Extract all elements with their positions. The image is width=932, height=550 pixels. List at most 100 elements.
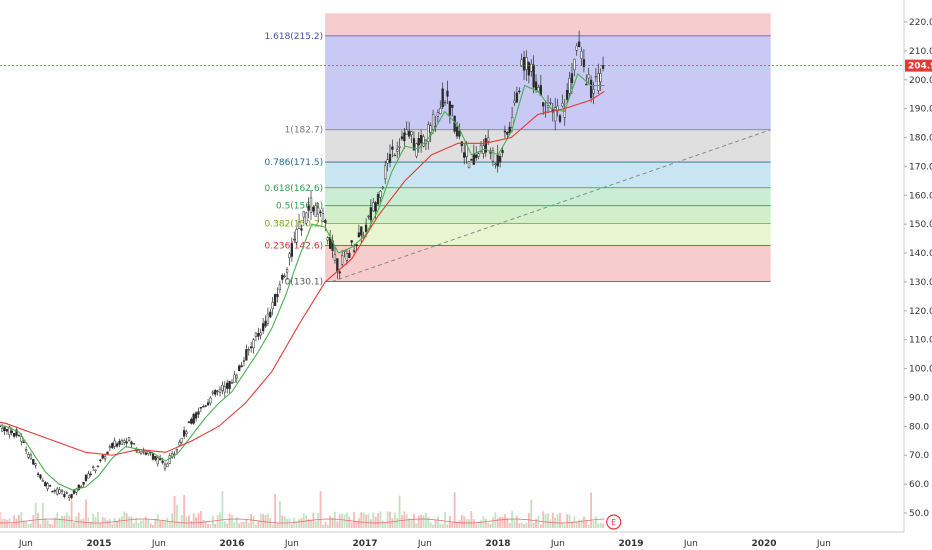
candle-body bbox=[221, 385, 224, 391]
volume-bar bbox=[20, 512, 23, 528]
candle-body bbox=[283, 275, 286, 277]
volume-bar bbox=[94, 516, 97, 528]
candle-body bbox=[209, 397, 212, 404]
candle-body bbox=[281, 274, 284, 280]
candle-body bbox=[319, 211, 322, 213]
volume-bar bbox=[197, 513, 200, 528]
candle-body bbox=[276, 294, 279, 298]
event-marker-circle[interactable] bbox=[606, 514, 622, 530]
volume-bar bbox=[441, 524, 444, 528]
candle-body bbox=[314, 205, 317, 217]
volume-bar bbox=[556, 514, 559, 528]
candle-body bbox=[261, 323, 265, 332]
volume-bar bbox=[130, 516, 133, 528]
candle-body bbox=[216, 390, 219, 393]
volume-bar bbox=[300, 517, 303, 528]
earnings-event-marker[interactable]: E bbox=[606, 514, 622, 530]
candle-body bbox=[570, 73, 574, 84]
volume-bar bbox=[99, 523, 102, 528]
volume-bar bbox=[18, 514, 20, 528]
candle-body bbox=[228, 381, 231, 389]
candle-body bbox=[515, 92, 519, 103]
volume-bar bbox=[120, 516, 123, 528]
volume-bar bbox=[520, 522, 523, 528]
time-tick-label: 2017 bbox=[352, 539, 377, 549]
candle-body bbox=[592, 89, 595, 94]
candle-body bbox=[175, 449, 179, 452]
candle-body bbox=[230, 382, 234, 384]
candle-body bbox=[522, 57, 526, 71]
candle-body bbox=[585, 83, 588, 86]
volume-bar bbox=[377, 513, 379, 528]
candle-body bbox=[15, 429, 18, 436]
volume-bar bbox=[571, 521, 573, 528]
candle-body bbox=[5, 429, 9, 432]
candle-body bbox=[278, 284, 282, 290]
volume-bar bbox=[58, 518, 61, 528]
candle-body bbox=[259, 332, 262, 336]
volume-bar bbox=[290, 524, 293, 528]
volume-bar bbox=[372, 512, 375, 528]
volume-bar bbox=[590, 492, 592, 528]
candle-body bbox=[501, 150, 504, 154]
candle-body bbox=[142, 451, 145, 453]
volume-bar bbox=[161, 519, 164, 528]
candle-body bbox=[412, 138, 416, 151]
volume-bar bbox=[353, 511, 355, 528]
candle-body bbox=[455, 126, 459, 137]
volume-bar bbox=[578, 520, 581, 528]
volume-bar bbox=[415, 523, 418, 528]
candle-body bbox=[285, 268, 289, 273]
candle-body bbox=[137, 450, 140, 453]
candle-body bbox=[27, 454, 30, 458]
time-tick-label: Jun bbox=[683, 539, 698, 549]
price-tick-label: 200.0 bbox=[909, 76, 932, 86]
trendline[interactable] bbox=[331, 129, 771, 283]
fib-band bbox=[325, 245, 771, 282]
volume-bar bbox=[511, 511, 513, 528]
candle-body bbox=[431, 114, 435, 130]
fib-band bbox=[325, 205, 771, 224]
volume-bar bbox=[501, 517, 504, 528]
volume-bar bbox=[307, 518, 310, 528]
candle-body bbox=[290, 243, 294, 257]
candle-body bbox=[29, 454, 33, 459]
volume-bar bbox=[125, 513, 128, 528]
candle-body bbox=[22, 441, 25, 443]
volume-bar bbox=[403, 511, 406, 528]
candle-body bbox=[36, 473, 40, 475]
volume-bar bbox=[63, 515, 66, 528]
candle-body bbox=[257, 333, 260, 337]
candle-body bbox=[80, 486, 83, 488]
candle-body bbox=[400, 136, 404, 140]
candle-body bbox=[218, 388, 222, 393]
candle-body bbox=[498, 156, 502, 163]
volume-bar bbox=[202, 519, 205, 528]
candle-body bbox=[305, 212, 308, 224]
candle-body bbox=[266, 313, 270, 324]
candle-body bbox=[235, 375, 238, 379]
volume-bar bbox=[211, 516, 214, 528]
candle-body bbox=[32, 459, 35, 465]
volume-bar bbox=[152, 524, 154, 528]
candle-body bbox=[546, 105, 550, 108]
candle-body bbox=[242, 360, 246, 362]
volume-bar bbox=[199, 511, 202, 528]
moving-average-line bbox=[0, 73, 605, 491]
volume-bar bbox=[70, 500, 73, 528]
candle-body bbox=[77, 484, 80, 490]
volume-bar bbox=[80, 519, 83, 528]
candle-body bbox=[415, 143, 418, 157]
current-price-label: 204.9 bbox=[908, 62, 932, 72]
candle-body bbox=[48, 485, 52, 487]
candle-body bbox=[223, 385, 226, 393]
volume-bar bbox=[334, 511, 336, 528]
volume-bar bbox=[49, 523, 51, 528]
candle-body bbox=[317, 207, 320, 215]
price-tick-label: 210.0 bbox=[909, 47, 932, 57]
candle-body bbox=[410, 131, 413, 135]
candle-body bbox=[393, 154, 396, 157]
volume-bar bbox=[271, 524, 274, 528]
candle-body bbox=[171, 453, 174, 458]
